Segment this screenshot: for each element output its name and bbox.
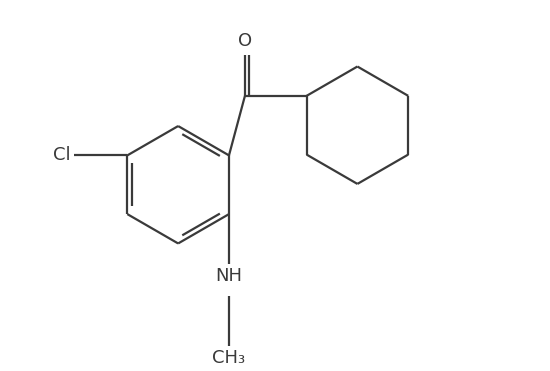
Text: CH₃: CH₃	[212, 349, 245, 367]
Text: NH: NH	[216, 267, 243, 285]
Text: Cl: Cl	[53, 147, 70, 164]
Text: O: O	[238, 32, 252, 50]
